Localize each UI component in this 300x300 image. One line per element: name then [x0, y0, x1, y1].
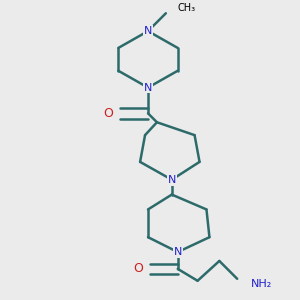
Text: N: N [144, 82, 152, 93]
Text: O: O [103, 107, 113, 120]
Text: N: N [174, 247, 182, 257]
Text: N: N [144, 26, 152, 36]
Text: CH₃: CH₃ [178, 3, 196, 13]
Text: NH₂: NH₂ [251, 279, 272, 289]
Text: O: O [133, 262, 143, 275]
Text: N: N [168, 175, 176, 185]
